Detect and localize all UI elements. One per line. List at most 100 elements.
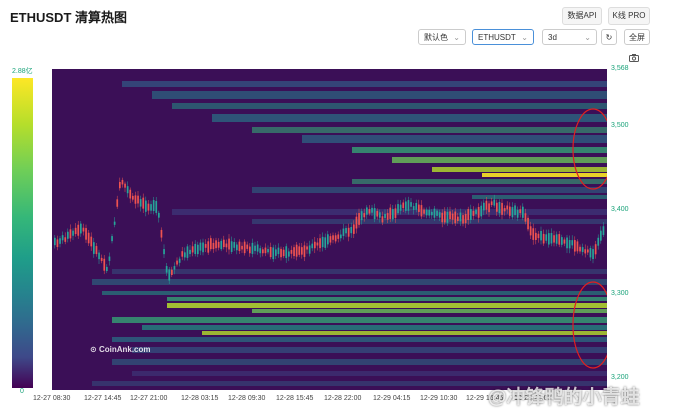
candle-body <box>350 227 353 234</box>
liquidity-band <box>112 269 607 274</box>
candle-body <box>293 247 295 257</box>
candle-body <box>173 266 176 270</box>
candle-body <box>116 199 119 207</box>
candle-body <box>402 202 405 209</box>
candle-body <box>392 209 394 220</box>
liquidation-heatmap[interactable] <box>52 69 607 390</box>
fullscreen-button[interactable]: 全屏 <box>624 29 650 45</box>
candle-body <box>256 244 259 252</box>
liquidity-band <box>352 147 607 153</box>
candle-body <box>420 205 423 217</box>
x-tick-label: 12-28 22:00 <box>324 395 362 402</box>
candle-body <box>345 228 347 234</box>
candle-body <box>311 243 314 249</box>
camera-icon[interactable] <box>629 54 639 62</box>
candle-body <box>74 227 77 235</box>
liquidity-band <box>482 173 607 177</box>
candle-body <box>64 237 67 242</box>
candle-body <box>477 206 480 218</box>
x-tick-label: 12-28 09:30 <box>228 395 266 402</box>
candle-body <box>423 209 425 214</box>
candle-body <box>56 239 59 247</box>
candle-body <box>436 210 438 216</box>
candle-body <box>202 242 204 253</box>
candle-body <box>59 238 61 244</box>
candle-body <box>158 212 160 218</box>
candle-body <box>418 204 420 212</box>
candle-body <box>282 249 285 257</box>
candle-body <box>509 206 511 216</box>
candle-body <box>220 240 223 250</box>
candle-body <box>519 209 522 214</box>
data-api-button[interactable]: 数据API <box>562 7 602 25</box>
candle-body <box>262 249 264 254</box>
candle-body <box>176 260 178 265</box>
candle-body <box>275 249 277 256</box>
candle-body <box>160 229 163 238</box>
candle-body <box>199 242 202 251</box>
candle-body <box>488 203 490 213</box>
candle-body <box>399 204 402 211</box>
candle-body <box>225 243 228 248</box>
page-title: ETHUSDT 清算热图 <box>10 10 128 25</box>
candle-body <box>259 248 262 254</box>
color-scheme-value: 默认色 <box>424 33 448 42</box>
liquidity-band <box>132 371 607 376</box>
candle-body <box>581 247 584 252</box>
candle-body <box>535 232 537 240</box>
candle-body <box>376 210 379 217</box>
symbol-select[interactable]: ETHUSDT ⌄ <box>472 29 534 45</box>
annotation-circle-lower <box>572 281 607 369</box>
candle-body <box>316 242 319 246</box>
refresh-button[interactable]: ↻ <box>601 29 617 45</box>
liquidity-band <box>252 219 607 224</box>
candle-body <box>303 245 306 257</box>
candle-body <box>165 266 168 273</box>
candle-body <box>446 211 449 223</box>
chevron-down-icon: ⌄ <box>453 33 460 42</box>
candle-body <box>483 202 485 211</box>
candle-body <box>574 240 576 252</box>
range-select[interactable]: 3d ⌄ <box>542 29 597 45</box>
candle-body <box>223 239 225 248</box>
color-scheme-select[interactable]: 默认色 ⌄ <box>418 29 466 45</box>
candle-body <box>264 247 267 254</box>
x-tick-label: 12-28 03:15 <box>181 395 219 402</box>
candle-body <box>85 228 87 240</box>
candle-body <box>251 242 254 254</box>
candle-body <box>425 209 428 216</box>
x-tick-label: 12-29 16:45 <box>466 395 504 402</box>
candle-body <box>410 202 412 207</box>
y-tick-label: 3,500 <box>611 122 629 129</box>
candle-body <box>360 211 363 221</box>
liquidity-band <box>142 325 607 330</box>
liquidity-band <box>172 103 607 109</box>
kline-pro-button[interactable]: K线 PRO <box>608 7 650 25</box>
candle-body <box>306 246 308 250</box>
liquidity-band <box>472 195 607 199</box>
candle-body <box>496 202 498 212</box>
candle-body <box>61 235 64 241</box>
candle-body <box>184 252 186 258</box>
candle-body <box>358 213 360 225</box>
candle-body <box>371 207 373 213</box>
heatmap-background <box>52 69 607 390</box>
candle-body <box>280 248 282 258</box>
candle-body <box>587 249 589 253</box>
candle-body <box>69 229 72 239</box>
candle-body <box>95 246 98 255</box>
x-tick-label: 12-27 14:45 <box>84 395 122 402</box>
y-tick-label: 3,200 <box>611 374 629 381</box>
x-tick-label: 12-29 23:00 <box>514 395 552 402</box>
candle-body <box>100 257 103 261</box>
liquidity-band <box>212 114 607 122</box>
coinank-watermark-text: CoinAnk.com <box>98 345 151 354</box>
candle-body <box>321 236 324 248</box>
liquidity-band <box>202 331 607 335</box>
candle-body <box>308 245 311 254</box>
candle-body <box>230 241 233 252</box>
candle-body <box>384 213 386 219</box>
candle-body <box>353 224 355 234</box>
candle-body <box>332 235 334 240</box>
candle-body <box>77 224 80 236</box>
